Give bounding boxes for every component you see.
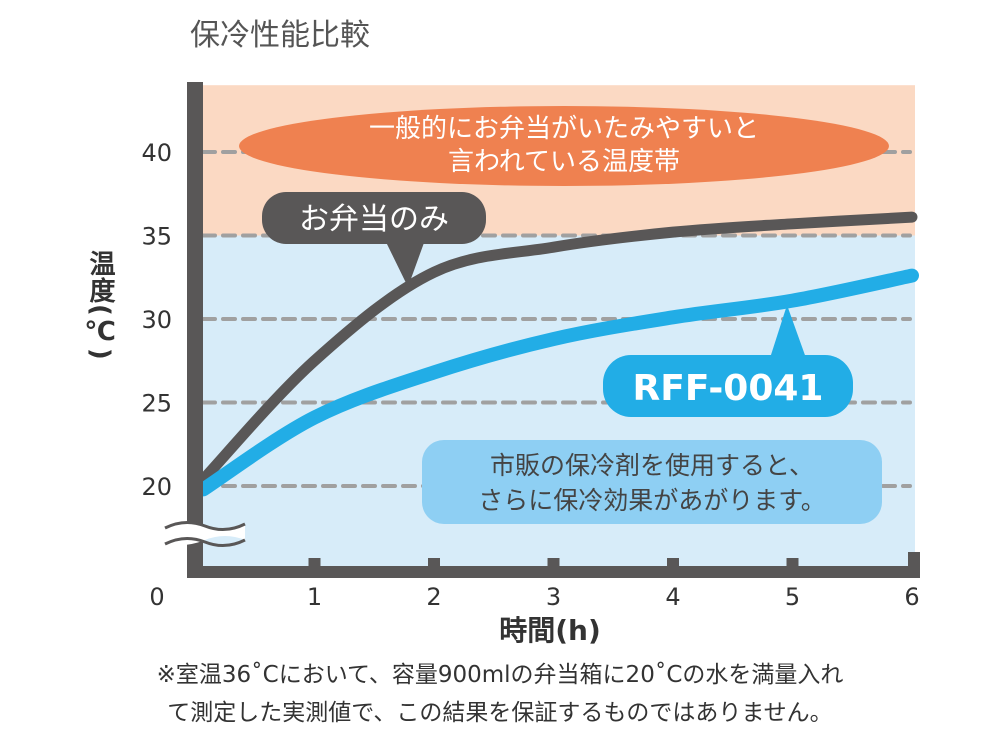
x-tick: [786, 558, 799, 568]
band-label-text: 一般的にお弁当がいたみやすいと: [369, 114, 759, 144]
chart-title: 保冷性能比較: [190, 18, 370, 53]
y-tick-label: 40: [141, 139, 172, 167]
x-tick: [428, 558, 440, 568]
x-tick-label: 5: [785, 583, 800, 611]
axis-break-lines: [164, 521, 246, 547]
series-label-bubble-1: [603, 355, 853, 417]
footnote-line-1: ※室温36˚Cにおいて、容量900mlの弁当箱に20˚Cの水を満量入れ: [156, 662, 844, 688]
annotation-text: 市販の保冷剤を使用すると、: [490, 451, 814, 480]
series-label-pointer-1: [770, 305, 806, 358]
x-tick-label: 3: [546, 583, 561, 611]
x-tick-label: 6: [904, 583, 919, 611]
x-tick-label: 4: [665, 583, 680, 611]
y-tick-label: 20: [141, 473, 172, 501]
series-label-1: RFF-0041: [633, 368, 824, 409]
x-tick: [667, 558, 679, 568]
x-tick-label: 2: [426, 583, 441, 611]
x-axis: [187, 566, 920, 578]
y-axis: [187, 82, 203, 578]
x-tick-label: 0: [149, 583, 164, 611]
y-tick-label: 35: [141, 223, 172, 251]
y-tick-label: 25: [141, 390, 172, 418]
band-label-bubble: [239, 106, 889, 186]
x-tick-label: 1: [307, 583, 322, 611]
y-axis-label: 温度(℃): [85, 250, 115, 361]
x-tick: [308, 558, 321, 568]
series-label-0: お弁当のみ: [299, 202, 449, 237]
annotation-bubble: [422, 440, 882, 524]
series-label-pointer-0: [385, 240, 425, 287]
annotation-text: さらに保冷効果があがります。: [478, 486, 826, 515]
footnote-line-2: て測定した実測値で、この結果を保証するものではありません。: [167, 700, 833, 726]
band-label-text: 言われている温度帯: [448, 147, 680, 177]
x-tick: [547, 558, 560, 568]
series-label-bubble-0: [262, 192, 486, 244]
x-axis-label: 時間(h): [499, 614, 601, 647]
x-axis-end: [908, 552, 920, 572]
y-tick-label: 30: [141, 306, 172, 334]
